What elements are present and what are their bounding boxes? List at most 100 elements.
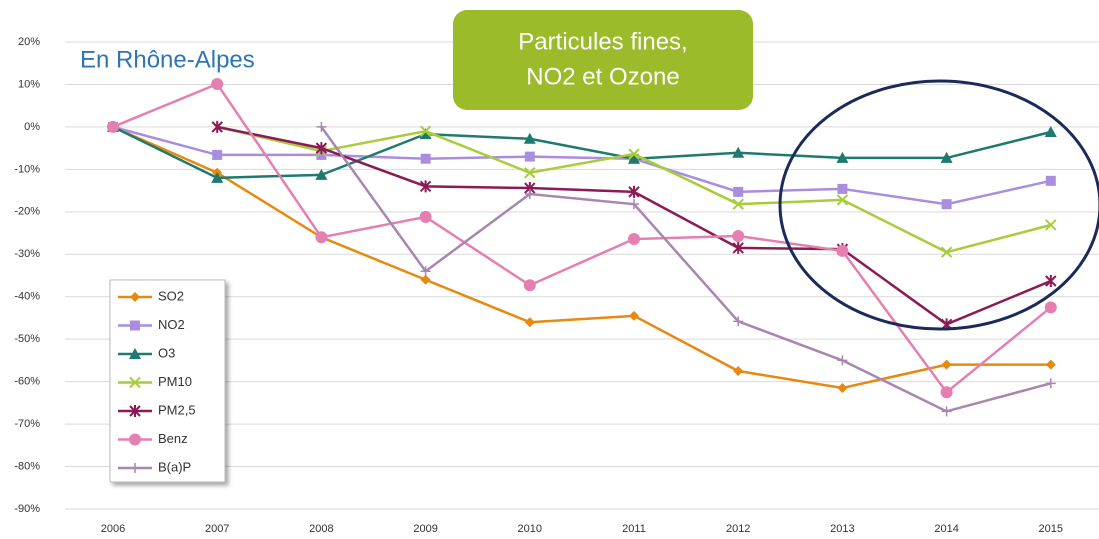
marker-shape xyxy=(732,241,744,254)
y-tick-label: -40% xyxy=(14,291,40,303)
marker xyxy=(836,244,849,257)
marker-shape xyxy=(129,405,141,417)
y-tick-label: -70% xyxy=(14,418,40,430)
marker-shape xyxy=(629,199,639,210)
marker xyxy=(523,132,536,144)
marker xyxy=(1044,126,1057,138)
series-line xyxy=(112,125,1052,180)
marker xyxy=(524,167,536,179)
marker xyxy=(733,366,744,377)
marker-shape xyxy=(316,121,327,132)
marker-shape xyxy=(523,279,536,292)
marker-shape xyxy=(129,433,141,446)
marker xyxy=(628,148,640,160)
chart-title: NO2 et Ozone xyxy=(526,63,679,90)
marker xyxy=(211,171,224,183)
y-tick-label: -30% xyxy=(14,248,40,260)
marker-shape xyxy=(524,151,535,162)
marker xyxy=(315,231,328,244)
marker xyxy=(836,194,849,206)
marker xyxy=(732,198,744,210)
grid: 20% 10% 0% -10% -20% -30% -40% -50% -60% -70% -80%… xyxy=(14,36,1099,535)
marker xyxy=(316,121,327,132)
marker xyxy=(524,317,535,328)
marker-shape xyxy=(129,376,141,389)
legend-label: B(a)P xyxy=(158,459,191,474)
y-tick-label: -10% xyxy=(14,163,40,175)
marker xyxy=(941,406,952,417)
marker xyxy=(130,320,140,331)
marker-shape xyxy=(836,151,849,163)
marker-shape xyxy=(1045,275,1057,288)
legend-label: SO2 xyxy=(158,288,184,303)
marker xyxy=(1045,219,1057,231)
chart-title: Particules fines, xyxy=(518,28,687,55)
marker xyxy=(940,246,953,258)
marker-shape xyxy=(211,78,224,91)
marker xyxy=(941,199,952,210)
marker xyxy=(629,310,639,321)
marker-shape xyxy=(1045,359,1056,370)
marker xyxy=(212,149,223,160)
marker-shape xyxy=(316,149,327,160)
x-tick-label: 2013 xyxy=(830,523,854,535)
marker-shape xyxy=(629,310,639,321)
marker xyxy=(941,359,952,370)
legend-label: NO2 xyxy=(158,317,185,332)
marker-shape xyxy=(420,153,431,164)
marker-shape xyxy=(837,383,848,394)
marker xyxy=(107,120,119,133)
marker-shape xyxy=(524,167,536,179)
marker xyxy=(130,463,140,473)
marker-shape xyxy=(420,274,431,285)
marker xyxy=(211,78,224,91)
series-line xyxy=(112,125,1051,390)
y-tick-label: -50% xyxy=(14,333,40,345)
marker xyxy=(315,142,328,155)
x-tick-label: 2012 xyxy=(726,523,750,535)
marker-shape xyxy=(940,151,953,163)
y-tick-label: -20% xyxy=(14,206,40,218)
marker-shape xyxy=(628,148,640,160)
marker-shape xyxy=(419,180,432,193)
marker xyxy=(628,185,640,198)
legend-label: PM2,5 xyxy=(158,402,196,417)
x-tick-label: 2009 xyxy=(413,523,437,535)
marker xyxy=(419,210,432,223)
marker-shape xyxy=(836,244,849,257)
marker xyxy=(129,376,141,389)
marker-shape xyxy=(837,183,848,194)
series-line xyxy=(320,126,1052,413)
legend-label: O3 xyxy=(158,345,175,360)
marker-shape xyxy=(211,120,223,133)
marker-shape xyxy=(1045,219,1057,231)
marker xyxy=(523,279,536,292)
marker-shape xyxy=(129,348,141,359)
legend-box xyxy=(109,279,226,483)
marker xyxy=(837,355,848,366)
marker xyxy=(837,383,848,394)
marker-shape xyxy=(940,386,953,399)
marker xyxy=(733,316,744,327)
marker-shape xyxy=(524,188,535,199)
marker-shape xyxy=(733,186,744,197)
marker-shape xyxy=(732,146,745,158)
marker xyxy=(419,180,432,193)
highlight-ellipse xyxy=(778,79,1099,331)
marker-shape xyxy=(837,355,848,366)
marker-shape xyxy=(130,320,140,331)
marker xyxy=(733,186,744,197)
marker-shape xyxy=(836,194,849,206)
marker xyxy=(629,199,639,210)
marker xyxy=(1045,378,1056,389)
marker xyxy=(1045,175,1056,186)
marker xyxy=(419,125,432,137)
marker xyxy=(628,232,640,245)
y-tick-label: -80% xyxy=(14,460,40,472)
marker-shape xyxy=(130,292,140,302)
marker-shape xyxy=(941,406,952,417)
legend-label: Benz xyxy=(158,431,188,446)
x-tick-label: 2015 xyxy=(1039,523,1063,535)
marker-shape xyxy=(315,168,328,180)
marker-shape xyxy=(419,210,432,223)
